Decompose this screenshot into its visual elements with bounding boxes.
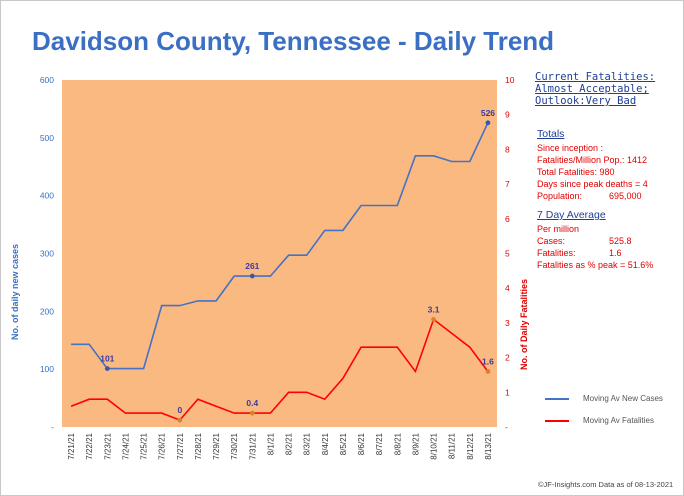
footer-credit: ©JF-Insights.com Data as of 08-13-2021 [538,480,674,489]
left-tick-label: 300 [40,249,54,259]
x-tick-label: 7/26/21 [158,432,167,459]
totals-days-since-peak: Days since peak deaths = 4 [537,179,648,189]
fatalities-series-line [70,318,489,422]
right-tick-label: 7 [505,179,510,189]
population-label: Population: [537,191,583,201]
x-tick-label: 7/29/21 [212,432,221,459]
x-tick-label: 8/1/21 [266,432,275,455]
data-labels: 101 261 526 0 0.4 3.1 1.6 [100,108,495,423]
x-tick-label: 8/13/21 [484,432,493,459]
right-tick-label: 6 [505,214,510,224]
x-tick-label: 7/24/21 [121,432,130,459]
status-line-1: Current Fatalities: [535,71,656,83]
x-tick-label: 7/28/21 [194,432,203,459]
avg-pct-peak: Fatalities as % peak = 51.6% [537,260,654,270]
left-tick-label: 200 [40,306,54,316]
avg-cases-value: 525.8 [609,236,632,246]
totals-fatalities-per-million: Fatalities/Million Pop.: 1412 [537,155,648,165]
left-tick-label: 600 [40,75,54,85]
left-tick-label: 400 [40,191,54,201]
right-tick-label: 4 [505,283,510,293]
x-tick-label: 8/11/21 [448,432,457,459]
legend-item-cases: Moving Av New Cases [545,394,663,403]
cases-series-line [71,122,489,370]
data-point-marker [249,273,255,279]
right-tick-label: 10 [505,75,515,85]
x-tick-label: 8/6/21 [357,432,366,455]
legend-item-fatalities: Moving Av Fatalities [545,416,654,425]
x-tick-label: 7/23/21 [103,432,112,459]
x-tick-label: 8/5/21 [339,432,348,455]
x-tick-label: 7/27/21 [176,432,185,459]
x-tick-label: 7/22/21 [85,432,94,459]
x-tick-label: 8/10/21 [430,432,439,459]
plot-area [62,80,497,427]
left-tick-label: 500 [40,133,54,143]
data-point-marker [249,410,255,416]
legend-label-fatalities: Moving Av Fatalities [583,416,654,425]
totals-panel: Totals Since inception : Fatalities/Mill… [537,128,648,202]
x-tick-label: 8/12/21 [466,432,475,459]
data-point-marker [485,120,491,126]
x-tick-label: 7/25/21 [140,432,149,459]
left-tick-label: 100 [40,364,54,374]
status-line-2: Almost Acceptable; [535,83,649,95]
left-axis-ticks: - 100 200 300 400 500 600 [40,75,54,432]
x-tick-label: 8/9/21 [411,432,420,455]
data-point-marker [431,317,436,322]
right-tick-label: 2 [505,353,510,363]
y-axis-left-label: No. of daily new cases [10,244,20,340]
data-point-label: 526 [481,108,495,118]
x-tick-label: 8/3/21 [303,432,312,455]
totals-total-fatalities: Total Fatalities: 980 [537,167,615,177]
chart-title: Davidson County, Tennessee - Daily Trend [32,26,555,56]
data-point-label: 3.1 [428,304,440,314]
x-axis-ticks: 7/21/21 7/22/21 7/23/21 7/24/21 7/25/21 7/26/… [67,432,493,459]
totals-since: Since inception : [537,143,604,153]
y-axis-right-label: No. of Daily Fatalities [519,279,529,370]
data-point-marker [485,369,491,374]
totals-heading: Totals [537,128,565,140]
avg-per-million: Per million [537,224,580,234]
avg-cases-label: Cases: [537,236,566,246]
x-tick-label: 8/4/21 [321,432,330,455]
x-tick-label: 7/30/21 [230,432,239,459]
right-tick-label: 9 [505,110,510,120]
avg-fatalities: Fatalities: 1.6 [537,247,653,259]
x-tick-label: 8/8/21 [393,432,402,455]
x-tick-label: 8/7/21 [375,432,384,455]
avg-heading: 7 Day Average [537,209,606,221]
data-point-label: 1.6 [482,356,494,366]
right-tick-label: 5 [505,249,510,259]
right-tick-label: 1 [505,387,510,397]
x-tick-label: 7/21/21 [67,432,76,459]
right-tick-label: - [505,422,508,432]
x-tick-label: 8/2/21 [285,432,294,455]
x-tick-label: 7/31/21 [248,432,257,459]
right-tick-label: 8 [505,144,510,154]
legend-swatch-fatalities [545,419,569,422]
right-tick-label: 3 [505,318,510,328]
left-tick-label: - [51,422,54,432]
legend-swatch-cases [545,397,569,400]
avg-fatalities-label: Fatalities: [537,248,576,258]
legend-label-cases: Moving Av New Cases [583,394,663,403]
data-point-label: 0 [177,405,182,415]
population-value: 695,000 [609,191,642,201]
data-point-label: 0.4 [246,398,258,408]
data-point-marker [177,417,183,423]
right-axis-ticks: - 1 2 3 4 5 6 7 8 9 10 [505,75,515,432]
avg-fatalities-value: 1.6 [609,248,622,258]
totals-population: Population: 695,000 [537,190,648,202]
avg-cases: Cases: 525.8 [537,235,653,247]
data-point-label: 101 [100,354,114,364]
status-line-3: Outlook:Very Bad [535,95,637,107]
data-point-marker [104,366,110,371]
seven-day-average-panel: 7 Day Average Per million Cases: 525.8 F… [537,209,653,271]
fatality-status: Current Fatalities: Almost Acceptable; O… [535,71,655,107]
data-point-label: 261 [245,261,259,271]
